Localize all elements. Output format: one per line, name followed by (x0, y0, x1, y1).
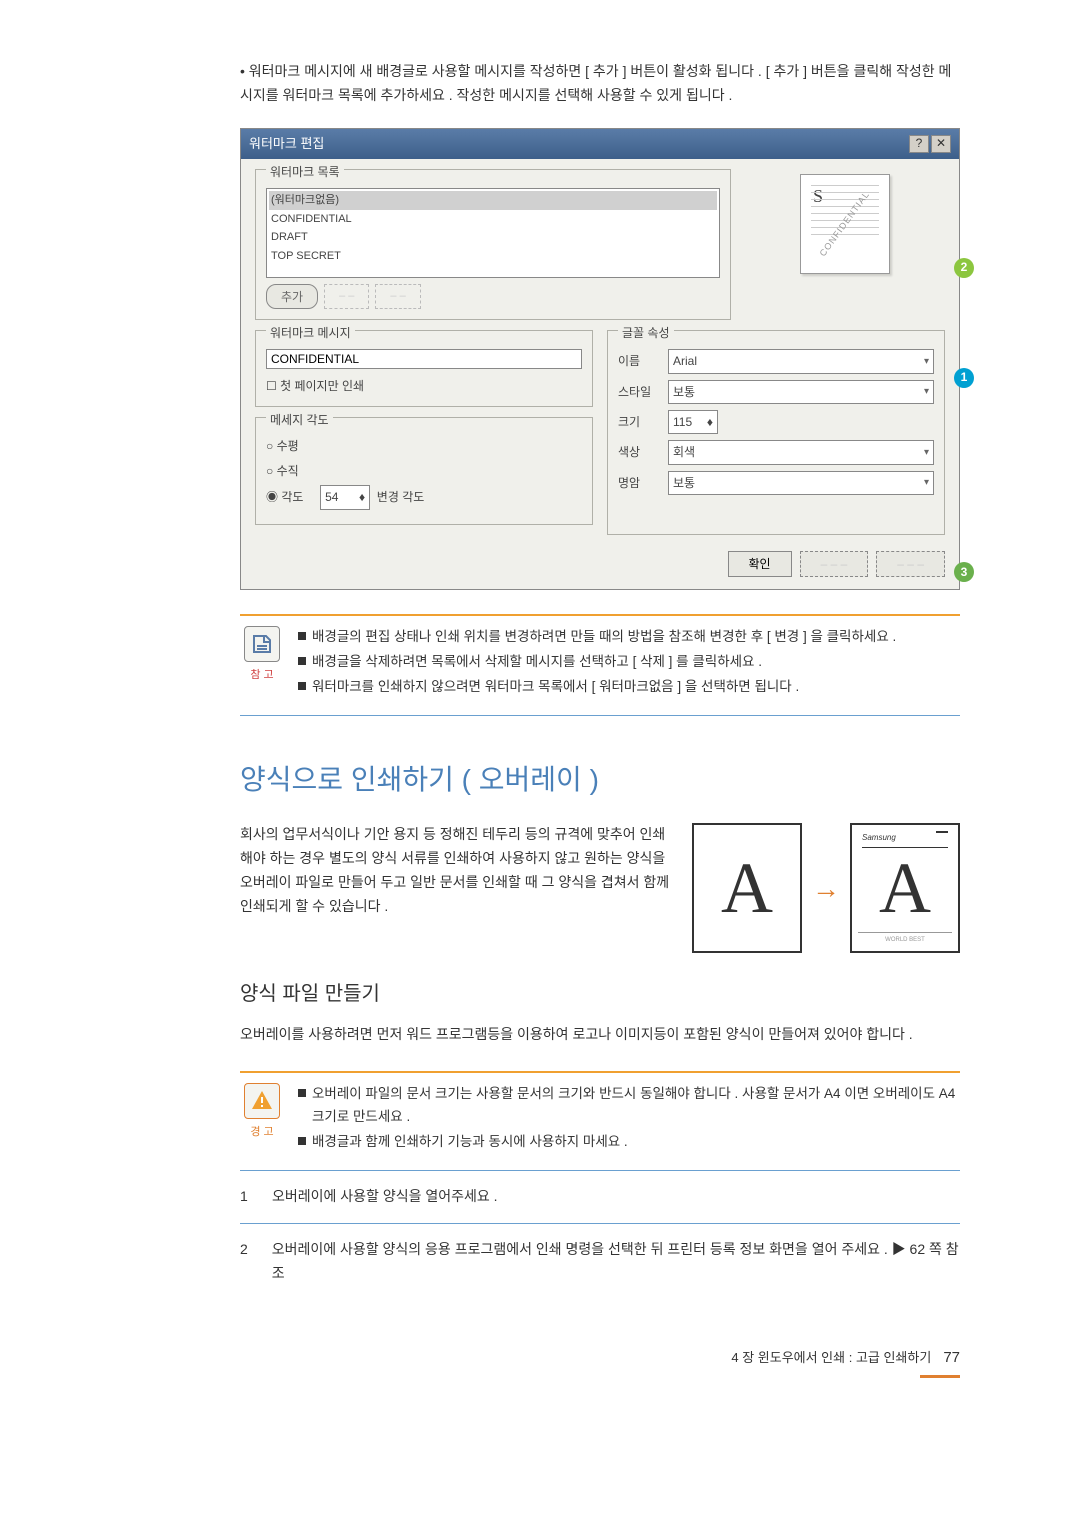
combo-value: Arial (673, 351, 697, 371)
dialog-titlebar: 워터마크 편집 ? ✕ (241, 129, 959, 159)
divider (240, 1071, 960, 1073)
note-item: 배경글을 삭제하려면 목록에서 삭제할 메시지를 선택하고 [ 삭제 ] 를 클… (298, 651, 960, 674)
size-value: 115 (673, 412, 692, 432)
diagram-footer: WORLD BEST (858, 932, 952, 945)
add-button[interactable]: 추가 (266, 284, 318, 309)
note-item: 워터마크를 인쇄하지 않으려면 워터마크 목록에서 [ 워터마크없음 ] 을 선… (298, 676, 960, 699)
angle-change-label: 변경 각도 (377, 490, 425, 504)
step-1: 1 오버레이에 사용할 양식을 열어주세요 . (240, 1185, 960, 1209)
list-item[interactable]: CONFIDENTIAL (269, 210, 717, 229)
font-style-combo[interactable]: 보통▾ (668, 380, 934, 404)
font-name-label: 이름 (618, 351, 668, 371)
arrow-icon: → (812, 865, 840, 913)
dialog-title: 워터마크 편집 (249, 133, 324, 155)
radio-label: 수직 (277, 464, 299, 478)
font-shade-combo[interactable]: 보통▾ (668, 471, 934, 495)
overlay-diagram: A → Samsung A WORLD BEST (692, 823, 960, 953)
divider (240, 715, 960, 716)
callout-3: 3 (954, 562, 974, 582)
radio-angle[interactable]: ◉ 각도 54♦ 변경 각도 (266, 485, 582, 509)
divider (240, 614, 960, 616)
list-item[interactable]: (워터마크없음) (269, 191, 717, 210)
font-color-label: 색상 (618, 442, 668, 462)
sub-title: 양식 파일 만들기 (240, 977, 960, 1011)
step-text: 오버레이에 사용할 양식의 응용 프로그램에서 인쇄 명령을 선택한 뒤 프린터… (272, 1238, 960, 1286)
first-page-checkbox[interactable]: ☐ 첫 페이지만 인쇄 (266, 376, 582, 396)
note-icon (244, 626, 280, 662)
combo-value: 보통 (673, 473, 695, 493)
section-title: 양식으로 인쇄하기 ( 오버레이 ) (240, 756, 960, 804)
ghost-button: – – – (876, 551, 945, 577)
list-item[interactable]: TOP SECRET (269, 247, 717, 266)
angle-value: 54 (325, 487, 338, 507)
msg-legend: 워터마크 메시지 (266, 323, 355, 343)
radio-label: 각도 (281, 490, 303, 504)
first-page-label: 첫 페이지만 인쇄 (280, 379, 364, 393)
brand-text: Samsung (862, 831, 896, 845)
warn-label: 경 고 (240, 1123, 284, 1142)
footer-accent (920, 1375, 960, 1378)
divider (240, 1170, 960, 1171)
hidden-button: – – (324, 284, 369, 309)
radio-label: 수평 (277, 439, 299, 453)
font-legend: 글꼴 속성 (618, 323, 674, 343)
callout-2: 2 (954, 258, 974, 278)
close-icon[interactable]: ✕ (931, 135, 951, 153)
ghost-button: – – – (800, 551, 869, 577)
note-reference: 참 고 배경글의 편집 상태나 인쇄 위치를 변경하려면 만들 때의 방법을 참… (240, 626, 960, 701)
footer-page-number: 77 (943, 1345, 960, 1371)
callout-1: 1 (954, 368, 974, 388)
diagram-letter-a: A (721, 827, 773, 949)
font-color-combo[interactable]: 회색▾ (668, 440, 934, 464)
radio-vertical[interactable]: ○ 수직 (266, 461, 582, 481)
footer-chapter: 4 장 윈도우에서 인쇄 : 고급 인쇄하기 (731, 1347, 931, 1369)
overlay-intro: 회사의 업무서식이나 기안 용지 등 정해진 테두리 등의 규격에 맞추어 인쇄… (240, 823, 672, 918)
radio-horizontal[interactable]: ○ 수평 (266, 436, 582, 456)
watermark-list[interactable]: (워터마크없음) CONFIDENTIAL DRAFT TOP SECRET (266, 188, 720, 278)
page-footer: 4 장 윈도우에서 인쇄 : 고급 인쇄하기 77 (240, 1345, 960, 1371)
message-input[interactable] (266, 349, 582, 369)
warn-item: 배경글과 함께 인쇄하기 기능과 동시에 사용하지 마세요 . (298, 1131, 960, 1154)
combo-value: 회색 (673, 442, 695, 462)
font-shade-label: 명암 (618, 473, 668, 493)
help-icon[interactable]: ? (909, 135, 929, 153)
watermark-dialog: 워터마크 편집 ? ✕ 워터마크 목록 (워터마크없음) CONFIDENTIA… (240, 128, 960, 590)
preview-pane: S CONFIDENTIAL (745, 169, 945, 279)
font-size-spinner[interactable]: 115♦ (668, 410, 718, 434)
list-legend: 워터마크 목록 (266, 162, 344, 182)
divider (240, 1223, 960, 1224)
font-style-label: 스타일 (618, 382, 668, 402)
font-name-combo[interactable]: Arial▾ (668, 349, 934, 373)
angle-legend: 메세지 각도 (266, 410, 333, 430)
note-warning: 경 고 오버레이 파일의 문서 크기는 사용할 문서의 크기와 반드시 동일해야… (240, 1083, 960, 1156)
note-label: 참 고 (240, 666, 284, 685)
hidden-button: – – (375, 284, 420, 309)
warn-item: 오버레이 파일의 문서 크기는 사용할 문서의 크기와 반드시 동일해야 합니다… (298, 1083, 960, 1129)
step-text: 오버레이에 사용할 양식을 열어주세요 . (272, 1185, 498, 1209)
list-item[interactable]: DRAFT (269, 228, 717, 247)
angle-spinner[interactable]: 54♦ (320, 485, 370, 509)
warning-icon (244, 1083, 280, 1119)
font-size-label: 크기 (618, 412, 668, 432)
sub-intro: 오버레이를 사용하려면 먼저 워드 프로그램등을 이용하여 로고나 이미지등이 … (240, 1023, 960, 1047)
combo-value: 보통 (673, 382, 695, 402)
step-2: 2 오버레이에 사용할 양식의 응용 프로그램에서 인쇄 명령을 선택한 뒤 프… (240, 1238, 960, 1286)
ok-button[interactable]: 확인 (728, 551, 792, 577)
note-item: 배경글의 편집 상태나 인쇄 위치를 변경하려면 만들 때의 방법을 참조해 변… (298, 626, 960, 649)
intro-bullet: • 워터마크 메시지에 새 배경글로 사용할 메시지를 작성하면 [ 추가 ] … (240, 60, 960, 108)
